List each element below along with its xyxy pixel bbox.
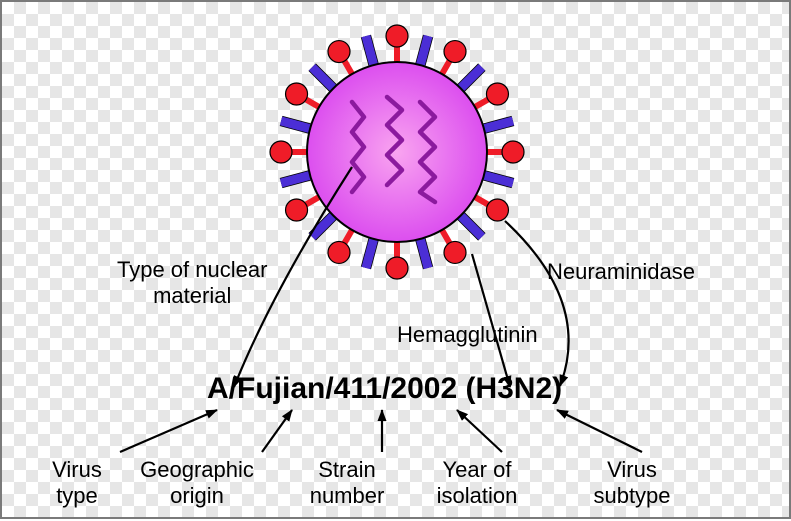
label-geo-origin: Geographicorigin [140,457,254,510]
label-neuraminidase: Neuraminidase [547,259,695,285]
diagram-canvas: A/Fujian/411/2002 (H3N2) Type of nuclear… [0,0,791,519]
nomenclature-string: A/Fujian/411/2002 (H3N2) [207,372,562,406]
label-hemagglutinin: Hemagglutinin [397,322,538,348]
virus-body [307,62,487,242]
label-year-iso: Year ofisolation [437,457,518,510]
label-strain-num: Strainnumber [310,457,385,510]
label-virus-type: Virustype [52,457,102,510]
label-nuclear: Type of nuclearmaterial [117,257,267,310]
label-subtype: Virussubtype [593,457,670,510]
